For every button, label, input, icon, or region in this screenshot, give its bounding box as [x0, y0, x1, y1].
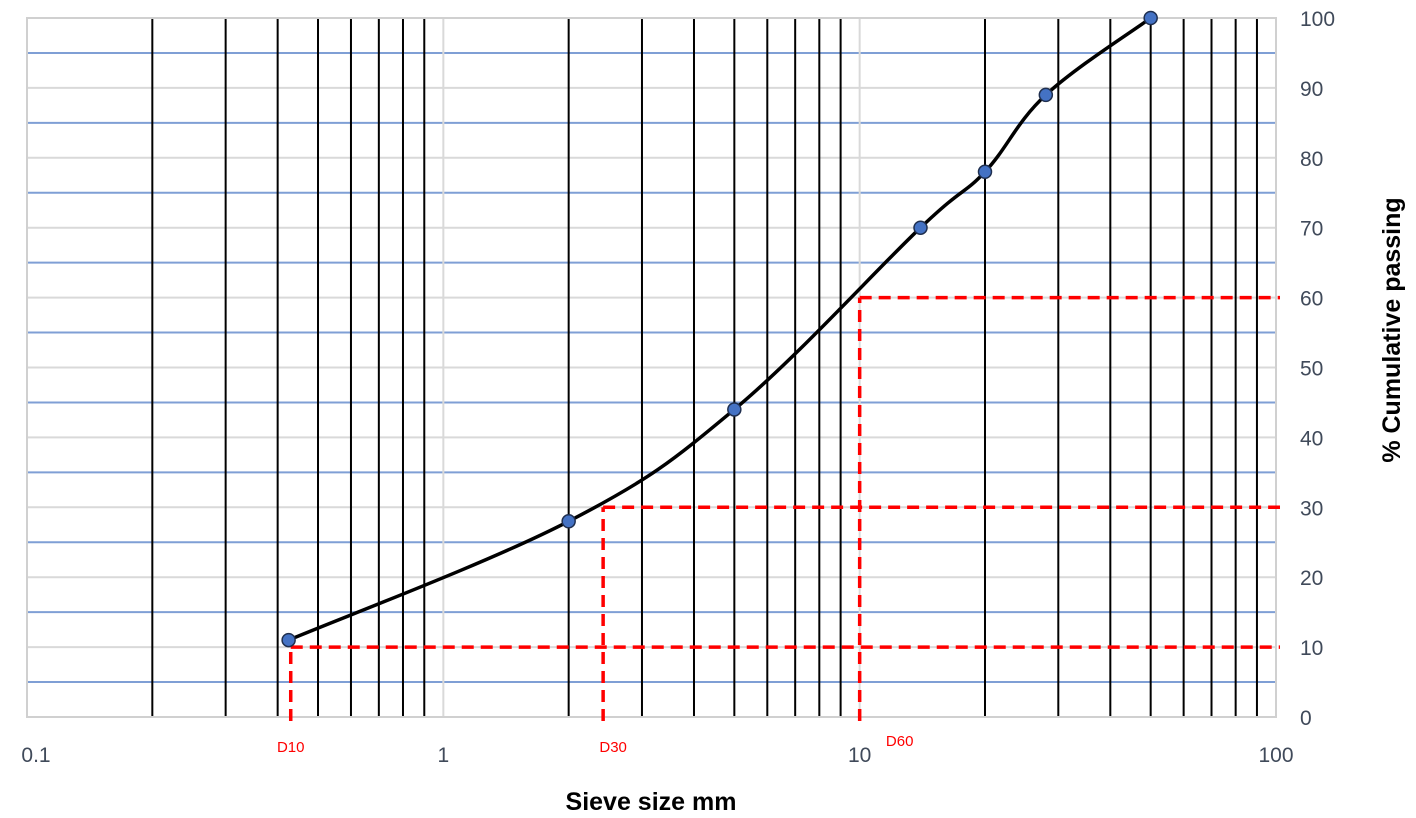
x-axis-tick-labels: 0.1 1 10 100	[21, 744, 1293, 767]
y-tick-label: 60	[1300, 288, 1323, 311]
grading-curve-series	[281, 10, 1158, 648]
data-point-marker	[977, 164, 993, 180]
data-point-marker	[913, 220, 928, 235]
y-tick-label: 40	[1300, 427, 1323, 450]
data-point-marker	[1038, 87, 1054, 103]
x-tick-label: 0.1	[21, 744, 50, 767]
y-tick-label: 90	[1300, 78, 1323, 101]
y-tick-label: 100	[1300, 8, 1335, 31]
data-point-marker	[1143, 10, 1158, 26]
x-axis-title: Sieve size mm	[566, 788, 737, 816]
d-value-guide-lines	[288, 295, 1280, 721]
y-gridlines	[27, 51, 1276, 684]
y-tick-label: 80	[1300, 148, 1323, 171]
y-tick-label: 30	[1300, 497, 1323, 520]
y-tick-label: 20	[1300, 567, 1323, 590]
x-tick-label: 100	[1258, 744, 1293, 767]
x-tick-label: 1	[437, 744, 449, 767]
d-value-labels: D10 D30 D60	[277, 733, 913, 756]
y-tick-label: 10	[1300, 637, 1323, 660]
label-d10: D10	[277, 739, 305, 756]
data-point-marker	[727, 402, 742, 417]
x-tick-label: 10	[848, 744, 871, 767]
x-gridlines	[151, 18, 1258, 717]
label-d30: D30	[599, 739, 627, 756]
label-d60: D60	[886, 733, 914, 750]
y-axis-tick-labels: 0 10 20 30 40 50 60 70 80 90 100	[1300, 8, 1335, 730]
data-point-marker	[561, 514, 576, 529]
data-point-marker	[281, 632, 296, 648]
y-tick-label: 70	[1300, 218, 1323, 241]
plot-area-border	[26, 17, 1277, 718]
y-tick-label: 50	[1300, 358, 1323, 381]
y-tick-label: 0	[1300, 707, 1312, 730]
y-axis-title: % Cumulative passing	[1378, 197, 1406, 462]
grading-curve-line	[287, 16, 1152, 642]
